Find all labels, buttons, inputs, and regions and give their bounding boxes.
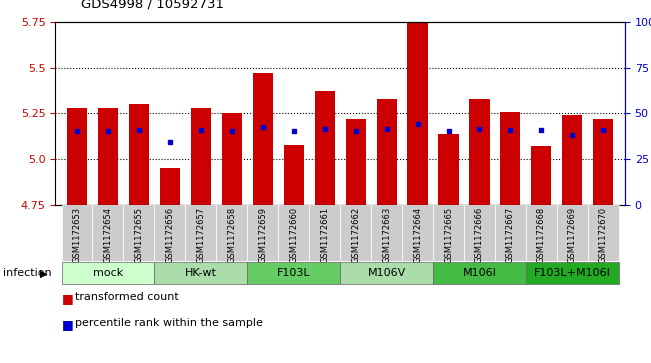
Bar (92, 205, 124, 261)
Bar (67, 108, 87, 205)
Bar (588, 205, 618, 261)
Bar (216, 205, 247, 261)
Text: GDS4998 / 10592731: GDS4998 / 10592731 (81, 0, 225, 11)
Bar (501, 111, 521, 205)
Bar (531, 146, 551, 205)
Bar (593, 119, 613, 205)
Bar (247, 262, 340, 285)
Text: percentile rank within the sample: percentile rank within the sample (75, 318, 263, 328)
Bar (557, 205, 588, 261)
Text: GSM1172660: GSM1172660 (289, 207, 298, 263)
Bar (309, 205, 340, 261)
Bar (62, 205, 92, 261)
Text: GSM1172670: GSM1172670 (599, 207, 608, 263)
Bar (402, 205, 433, 261)
Text: transformed count: transformed count (75, 292, 178, 302)
Bar (346, 119, 366, 205)
Text: GSM1172667: GSM1172667 (506, 207, 515, 263)
Text: ■: ■ (62, 292, 74, 305)
Text: ▶: ▶ (40, 268, 48, 278)
Text: M106I: M106I (462, 268, 497, 278)
Bar (222, 114, 242, 205)
Text: infection: infection (3, 268, 52, 278)
Text: GSM1172653: GSM1172653 (72, 207, 81, 263)
Text: GSM1172661: GSM1172661 (320, 207, 329, 263)
Bar (433, 262, 526, 285)
Bar (371, 205, 402, 261)
Bar (526, 205, 557, 261)
Text: GSM1172658: GSM1172658 (227, 207, 236, 263)
Text: GSM1172669: GSM1172669 (568, 207, 577, 263)
Text: F103L: F103L (277, 268, 311, 278)
Bar (376, 99, 396, 205)
Text: GSM1172666: GSM1172666 (475, 207, 484, 263)
Text: GSM1172657: GSM1172657 (197, 207, 205, 263)
Text: ■: ■ (62, 318, 74, 331)
Text: GSM1172664: GSM1172664 (413, 207, 422, 263)
Text: GSM1172665: GSM1172665 (444, 207, 453, 263)
Bar (154, 262, 247, 285)
Bar (526, 262, 618, 285)
Bar (314, 91, 335, 205)
Bar (159, 168, 180, 205)
Bar (247, 205, 278, 261)
Bar (495, 205, 526, 261)
Bar (408, 22, 428, 205)
Text: GSM1172663: GSM1172663 (382, 207, 391, 263)
Text: mock: mock (93, 268, 123, 278)
Bar (278, 205, 309, 261)
Text: F103L+M106I: F103L+M106I (534, 268, 611, 278)
Bar (340, 205, 371, 261)
Text: GSM1172668: GSM1172668 (537, 207, 546, 263)
Text: HK-wt: HK-wt (185, 268, 217, 278)
Bar (191, 108, 211, 205)
Bar (469, 99, 490, 205)
Bar (340, 262, 433, 285)
Text: GSM1172659: GSM1172659 (258, 207, 268, 263)
Bar (154, 205, 186, 261)
Bar (129, 104, 149, 205)
Bar (562, 115, 583, 205)
Text: GSM1172655: GSM1172655 (134, 207, 143, 263)
Bar (433, 205, 464, 261)
Text: GSM1172662: GSM1172662 (351, 207, 360, 263)
Text: M106V: M106V (367, 268, 406, 278)
Bar (98, 108, 118, 205)
Text: GSM1172656: GSM1172656 (165, 207, 174, 263)
Bar (186, 205, 216, 261)
Bar (438, 134, 458, 205)
Bar (62, 262, 154, 285)
Text: GSM1172654: GSM1172654 (104, 207, 113, 263)
Bar (253, 73, 273, 205)
Bar (464, 205, 495, 261)
Bar (284, 144, 304, 205)
Bar (124, 205, 154, 261)
